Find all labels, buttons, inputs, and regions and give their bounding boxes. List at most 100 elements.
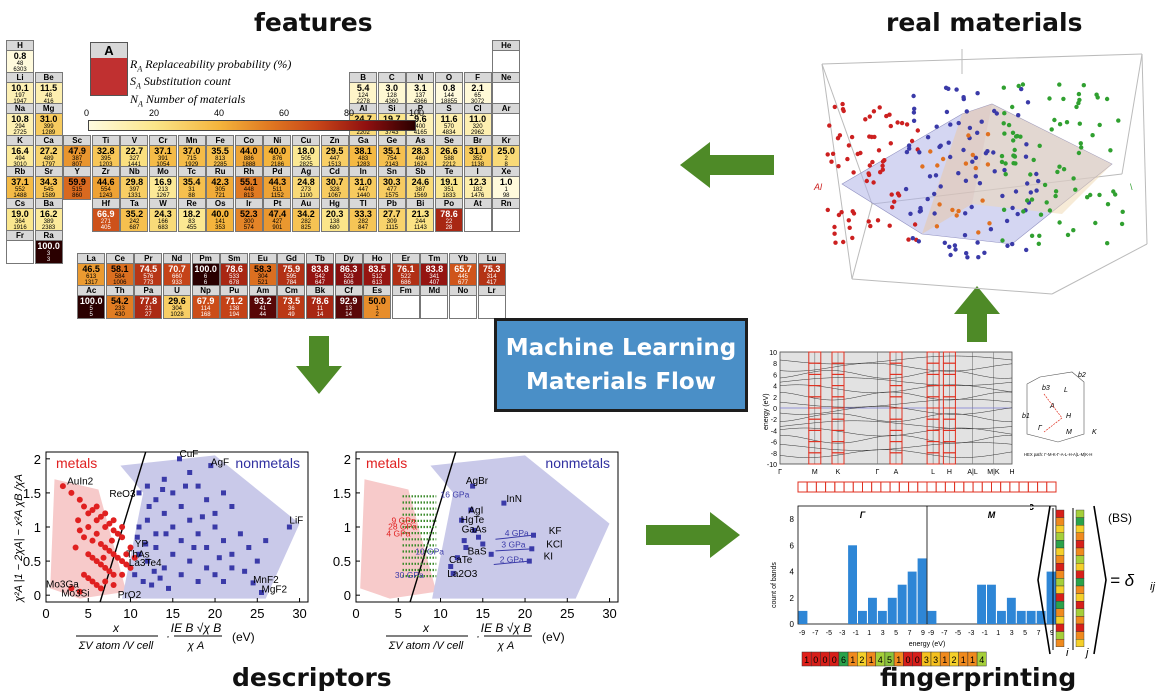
element-cell-n: N 3.1 137 4366 [406,71,435,106]
element-material-count: 407 [429,280,440,287]
material-point [1088,192,1093,198]
vector-cell [1055,570,1065,579]
element-cell-ta: Ta 35.2 242 687 [120,198,149,233]
compound-label: KI [544,552,553,563]
element-substitution-count: 114 [200,305,211,312]
element-symbol: Fm [392,285,419,296]
nonmetal-point [160,487,166,492]
element-material-count: 773 [143,280,154,287]
element-symbol: At [464,199,491,210]
element-cell-am: Am 93.2 41 44 [248,284,277,319]
element-replaceability: 59.9 [68,177,86,188]
material-point [1044,200,1049,205]
element-material-count: 4834 [442,130,456,137]
material-point [973,174,978,179]
element-replaceability: 35.2 [125,209,144,220]
element-symbol: Zn [321,135,348,146]
element-material-count: 416 [43,98,54,105]
material-point [1097,192,1102,198]
element-cell-cm: Cm 73.5 36 49 [277,284,306,319]
element-cell-er: Er 76.1 522 686 [391,253,420,288]
element-symbol: Cs [7,199,33,210]
element-substitution-count: 138 [329,219,340,226]
element-material-count: 1100 [299,193,313,200]
element-symbol: Np [192,285,219,296]
material-point [832,231,837,236]
material-point [927,174,933,179]
bz-point-label: b1 [1022,413,1030,420]
element-replaceability: 0.8 [442,82,456,93]
element-symbol: Sc [64,135,91,146]
material-point [1011,138,1016,143]
metal-point [100,554,107,561]
top-fingerprint-bin [1018,481,1029,493]
histogram-panel-label: M [988,510,996,520]
element-substitution-count: 389 [43,219,54,226]
band-structure-plot: 10 8 6 4 2 0 -2 -4 -6 -8 -10 energy (eV) Γ M K Γ A L H A|L M… [763,350,1097,476]
metal-point [85,551,92,558]
element-replaceability: 24.8 [297,177,315,188]
metal-region [360,479,437,599]
element-symbol: Rb [7,167,33,178]
metal-point [102,544,109,551]
vector-cell [1055,623,1065,632]
fingerprint-digit: 4 [979,655,984,665]
element-replaceability: 75.9 [282,264,301,275]
element-substitution-count: 552 [14,187,25,194]
element-substitution-count: 21 [145,305,152,312]
element-cell-co: Co 44.0 886 1888 [234,134,263,169]
element-cell-ac: Ac 100.0 5 5 [77,284,106,319]
element-material-count: 784 [286,280,297,287]
element-substitution-count: 197 [14,92,25,99]
histogram-bar [887,597,897,624]
compound-point [470,483,476,489]
x-tick-label: 30 [602,606,616,621]
element-replaceability: 28.3 [411,145,430,156]
compound-label: La3Te4 [129,558,162,569]
material-point [975,130,980,135]
material-point [1057,164,1062,169]
element-replaceability: 67.9 [196,295,215,306]
histogram-y-tick: 4 [790,568,795,577]
element-symbol: Ru [207,167,234,178]
band-curve [779,449,1013,458]
element-material-count: 2278 [356,98,370,105]
metal-point [81,503,87,510]
element-cell-cd: Cd 30.7 328 1067 [320,166,349,201]
histogram-x-tick: -5 [826,630,832,637]
material-point [935,163,940,168]
nonmetal-point [229,551,235,557]
material-point [911,110,917,115]
arrow-right-icon [646,512,740,558]
element-replaceability: 5.4 [356,82,370,93]
element-cell-mo: Mo 16.9 213 1267 [149,166,177,201]
material-point [880,163,885,168]
histogram-bar [1026,610,1036,624]
element-substitution-count: 505 [300,155,311,162]
nonmetal-point [195,579,201,584]
material-point [956,171,961,176]
formula-numerator-x: x [422,621,430,635]
histogram-bar [798,610,808,624]
element-replaceability: 16.9 [154,177,172,188]
formula-denominator: ΣV atom /V cell [78,640,154,652]
pressure-arrow [495,534,534,540]
nonmetal-point [136,551,142,557]
element-material-count: 1317 [84,280,98,287]
element-replaceability: 37.0 [182,145,201,156]
arrow-up-icon [954,286,1000,342]
element-symbol: Pr [135,254,162,265]
material-point [1028,172,1033,177]
material-point [1019,86,1024,92]
y-tick-label: 2 [34,452,41,467]
material-point [1001,207,1007,212]
element-substitution-count: 512 [372,274,383,281]
element-substitution-count: 584 [114,274,125,281]
element-replaceability: 3.0 [385,82,399,93]
vector-cell [1075,563,1085,572]
element-substitution-count: 213 [157,187,168,194]
compound-label: Mo3Ga [46,580,79,591]
band-curve [779,398,1013,408]
bz-point-label: b3 [1042,385,1050,392]
compound-point [468,507,474,513]
